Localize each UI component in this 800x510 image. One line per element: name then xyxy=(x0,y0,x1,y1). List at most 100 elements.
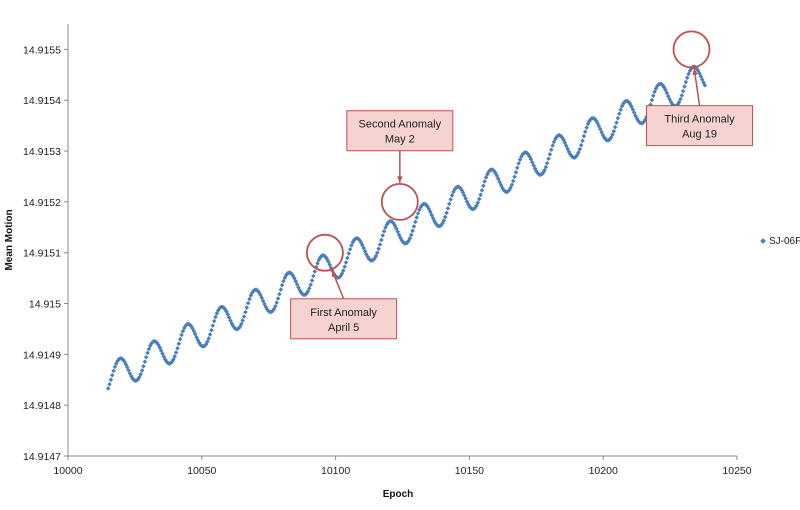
annotation-circle xyxy=(380,182,419,221)
data-point xyxy=(513,170,519,175)
data-point xyxy=(510,178,516,184)
data-point xyxy=(112,364,118,370)
data-point xyxy=(277,291,282,297)
annotation-circle xyxy=(305,233,344,272)
data-point xyxy=(213,314,218,320)
x-tick-label: 10100 xyxy=(321,465,350,477)
data-point xyxy=(684,75,690,81)
data-point xyxy=(380,233,385,238)
data-point xyxy=(410,228,415,234)
data-point xyxy=(578,142,584,148)
data-point xyxy=(482,179,487,184)
data-point xyxy=(274,300,279,305)
data-point xyxy=(546,156,551,162)
x-tick-label: 10200 xyxy=(589,465,618,477)
data-point xyxy=(245,300,251,306)
data-point xyxy=(373,253,379,259)
data-point xyxy=(583,129,588,134)
y-tick-label: 14.9154 xyxy=(23,95,61,107)
y-tick-label: 14.9147 xyxy=(23,451,61,463)
data-point xyxy=(614,120,619,125)
annotation-date: Aug 19 xyxy=(682,129,717,141)
data-point xyxy=(142,359,148,365)
data-point xyxy=(476,196,482,202)
data-point xyxy=(111,368,116,374)
x-tick-label: 10050 xyxy=(187,465,216,477)
data-point xyxy=(381,228,387,234)
data-point xyxy=(445,206,451,211)
data-point xyxy=(345,255,350,261)
data-point xyxy=(512,174,517,180)
data-point xyxy=(172,354,178,359)
data-point xyxy=(315,261,320,266)
data-point xyxy=(679,93,685,98)
data-point xyxy=(549,147,554,153)
data-point xyxy=(342,264,347,270)
data-point xyxy=(139,368,145,373)
data-point xyxy=(650,93,656,99)
data-point xyxy=(615,115,621,121)
legend-label: SJ-06F xyxy=(769,236,800,247)
data-point xyxy=(145,350,150,356)
data-point xyxy=(105,386,111,391)
annotation-label: First Anomaly xyxy=(310,307,377,319)
data-point xyxy=(414,215,419,220)
data-point xyxy=(275,296,281,301)
annotation-label: Third Anomaly xyxy=(664,114,735,126)
x-axis-title: Epoch xyxy=(383,489,414,500)
y-tick-label: 14.9149 xyxy=(23,349,61,361)
x-ticks: 10000 10050 10100 10150 10200 10250 xyxy=(53,456,752,477)
data-point xyxy=(343,260,349,265)
annotation-arrowhead xyxy=(397,176,403,183)
annotation-arrowhead xyxy=(692,68,698,75)
data-point xyxy=(483,175,489,180)
annotation-arrowhead xyxy=(332,270,337,278)
y-tick-label: 14.9155 xyxy=(23,44,61,56)
data-point xyxy=(341,268,346,273)
legend-marker xyxy=(760,238,766,244)
data-point xyxy=(479,188,485,193)
data-point xyxy=(211,318,217,324)
y-tick-label: 14.9153 xyxy=(23,146,61,158)
annotation-box xyxy=(346,110,454,152)
data-point xyxy=(683,79,689,85)
data-point xyxy=(449,193,455,198)
data-point xyxy=(243,309,248,315)
data-point xyxy=(376,246,381,252)
data-point xyxy=(143,354,149,360)
data-point xyxy=(108,377,114,383)
data-point xyxy=(210,323,216,328)
annotation-box xyxy=(646,105,754,147)
y-tick-label: 14.9148 xyxy=(23,400,61,412)
axes xyxy=(67,24,737,457)
annotations: First Anomaly April 5 Second Anomaly May 2 T… xyxy=(290,30,754,340)
data-point xyxy=(207,332,213,337)
y-ticks: 14.9147 14.9148 14.9149 14.915 14.9151 14.915… xyxy=(23,44,68,463)
data-point xyxy=(411,224,417,229)
x-tick-label: 10250 xyxy=(722,465,751,477)
data-point xyxy=(413,219,418,225)
data-point xyxy=(680,88,686,94)
data-point xyxy=(448,197,453,202)
annotation-circle xyxy=(672,30,711,69)
x-tick-label: 10150 xyxy=(455,465,484,477)
data-point xyxy=(481,183,486,189)
data-point xyxy=(515,165,520,171)
data-point xyxy=(547,151,553,157)
data-point xyxy=(240,318,245,323)
data-point xyxy=(616,111,622,116)
data-point xyxy=(478,192,483,198)
data-point xyxy=(309,278,315,283)
data-point xyxy=(475,200,481,205)
data-point xyxy=(307,286,312,291)
data-point xyxy=(279,282,285,288)
data-point xyxy=(312,269,318,274)
data-point xyxy=(544,160,550,166)
data-point xyxy=(612,124,618,130)
data-point xyxy=(649,97,655,103)
annotation-box xyxy=(290,298,398,340)
data-point xyxy=(141,363,146,369)
data-point xyxy=(409,232,414,238)
data-point xyxy=(176,341,182,346)
